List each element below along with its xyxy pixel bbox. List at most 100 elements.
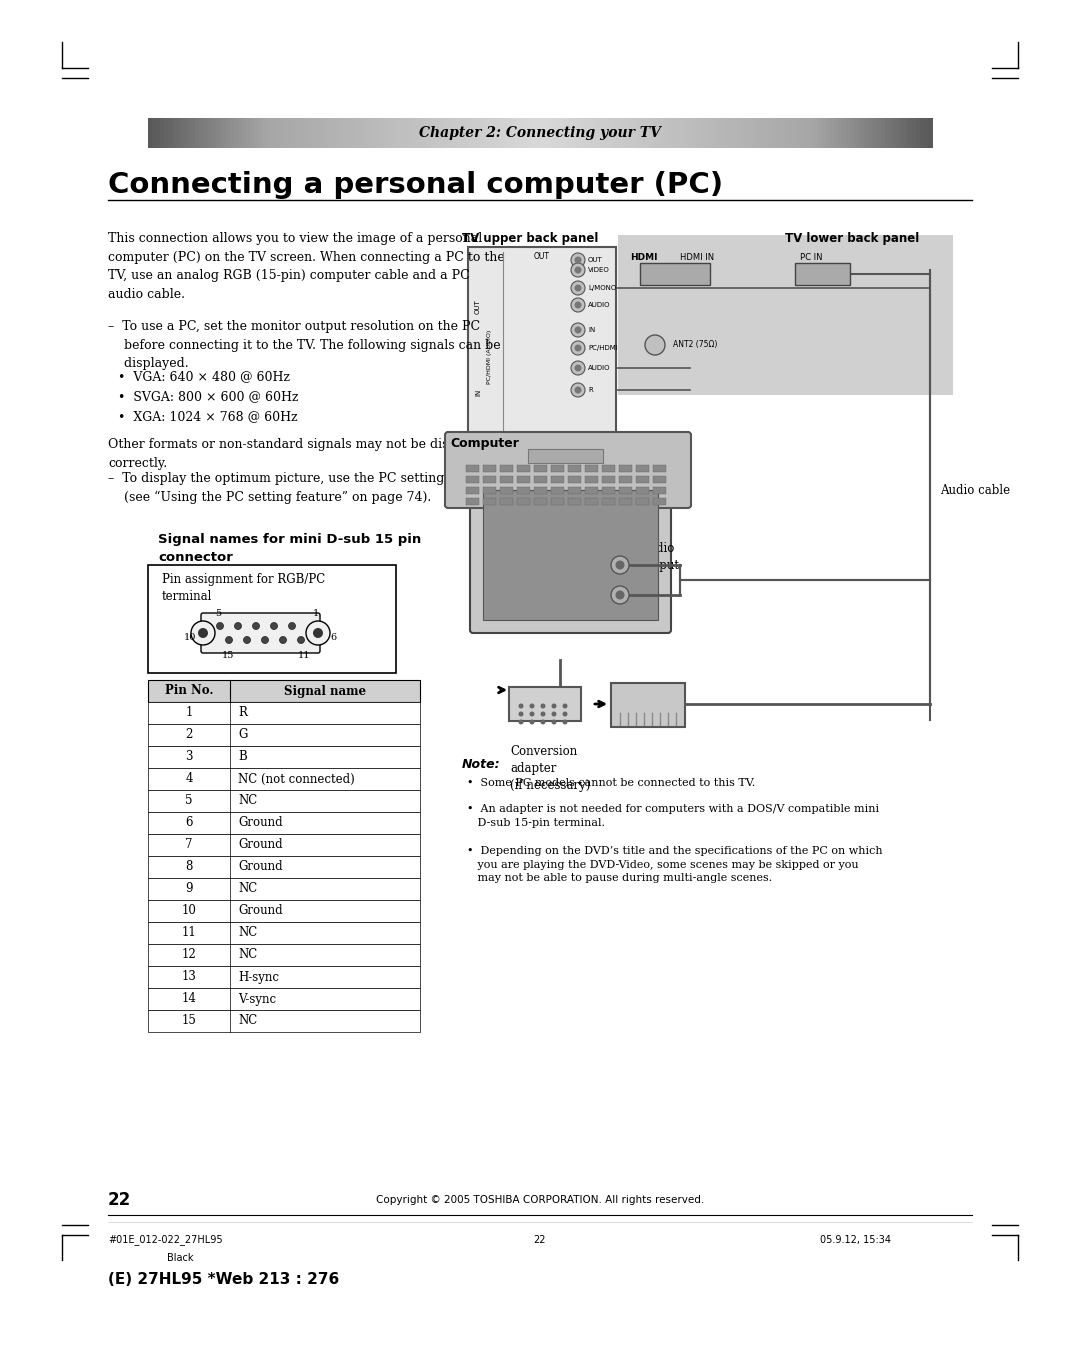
Bar bbox=[301, 117, 306, 148]
Bar bbox=[500, 465, 513, 472]
Bar bbox=[838, 117, 842, 148]
Text: HDMI IN: HDMI IN bbox=[680, 254, 714, 263]
Text: Other formats or non-standard signals may not be displayed
correctly.: Other formats or non-standard signals ma… bbox=[108, 438, 490, 469]
Circle shape bbox=[306, 621, 330, 645]
Bar bbox=[693, 117, 698, 148]
Bar bbox=[215, 117, 219, 148]
Text: 6: 6 bbox=[186, 816, 192, 830]
Bar bbox=[483, 465, 496, 472]
Bar bbox=[387, 117, 392, 148]
Circle shape bbox=[529, 703, 535, 708]
Bar bbox=[602, 498, 615, 505]
Bar bbox=[740, 117, 744, 148]
Bar bbox=[787, 117, 792, 148]
Bar bbox=[735, 117, 741, 148]
Circle shape bbox=[575, 301, 581, 309]
Bar bbox=[148, 746, 420, 768]
Bar bbox=[638, 117, 643, 148]
Text: NC: NC bbox=[238, 927, 257, 939]
Bar bbox=[642, 117, 646, 148]
Bar bbox=[807, 117, 811, 148]
Circle shape bbox=[645, 335, 665, 355]
Text: •  VGA: 640 × 480 @ 60Hz: • VGA: 640 × 480 @ 60Hz bbox=[118, 370, 291, 383]
Bar bbox=[258, 117, 262, 148]
Bar bbox=[249, 117, 255, 148]
Circle shape bbox=[571, 322, 585, 337]
Text: L/MONO: L/MONO bbox=[588, 285, 617, 291]
Circle shape bbox=[297, 637, 305, 643]
Text: VIDEO: VIDEO bbox=[588, 267, 610, 272]
Bar bbox=[896, 117, 901, 148]
Circle shape bbox=[540, 711, 545, 716]
Bar bbox=[289, 117, 294, 148]
Bar bbox=[509, 117, 513, 148]
Bar bbox=[653, 465, 666, 472]
Bar bbox=[465, 476, 480, 483]
Bar bbox=[328, 117, 333, 148]
Bar bbox=[802, 117, 807, 148]
Text: Ground: Ground bbox=[238, 839, 283, 851]
Circle shape bbox=[575, 285, 581, 291]
FancyBboxPatch shape bbox=[445, 432, 691, 509]
Bar bbox=[568, 476, 581, 483]
Bar bbox=[234, 117, 239, 148]
Bar bbox=[175, 117, 180, 148]
Bar bbox=[148, 944, 420, 966]
Text: •  XGA: 1024 × 768 @ 60Hz: • XGA: 1024 × 768 @ 60Hz bbox=[118, 410, 298, 424]
Bar bbox=[152, 117, 157, 148]
Bar bbox=[470, 117, 474, 148]
Text: B: B bbox=[238, 750, 246, 764]
Bar bbox=[881, 117, 886, 148]
Bar bbox=[167, 117, 172, 148]
Bar bbox=[442, 117, 446, 148]
Bar bbox=[752, 117, 756, 148]
Bar bbox=[148, 900, 420, 921]
FancyBboxPatch shape bbox=[470, 478, 671, 633]
Bar bbox=[636, 498, 649, 505]
Text: (E) 27HL95 *Web 213 : 276: (E) 27HL95 *Web 213 : 276 bbox=[108, 1272, 339, 1287]
Text: PC/HDMI (AUDIO): PC/HDMI (AUDIO) bbox=[487, 331, 492, 384]
Bar bbox=[640, 263, 710, 285]
Bar bbox=[728, 117, 732, 148]
Circle shape bbox=[575, 326, 581, 333]
Bar bbox=[810, 117, 815, 148]
Text: Audio
output: Audio output bbox=[640, 542, 679, 572]
Bar bbox=[865, 117, 869, 148]
Bar bbox=[877, 117, 881, 148]
Text: This connection allows you to view the image of a personal
computer (PC) on the : This connection allows you to view the i… bbox=[108, 232, 504, 301]
Text: IN: IN bbox=[475, 389, 481, 395]
Bar bbox=[603, 117, 607, 148]
Circle shape bbox=[571, 263, 585, 277]
Bar bbox=[534, 465, 546, 472]
Text: Ground: Ground bbox=[238, 904, 283, 917]
Bar bbox=[779, 117, 784, 148]
Bar bbox=[759, 117, 764, 148]
Text: Copyright © 2005 TOSHIBA CORPORATION. All rights reserved.: Copyright © 2005 TOSHIBA CORPORATION. Al… bbox=[376, 1195, 704, 1205]
Circle shape bbox=[571, 383, 585, 397]
Text: R: R bbox=[588, 387, 593, 393]
Circle shape bbox=[563, 703, 567, 708]
Bar bbox=[199, 117, 203, 148]
Text: 11: 11 bbox=[298, 650, 310, 660]
Bar bbox=[653, 476, 666, 483]
Bar bbox=[771, 117, 775, 148]
Bar bbox=[516, 117, 521, 148]
Circle shape bbox=[611, 556, 629, 575]
Bar bbox=[309, 117, 313, 148]
Bar bbox=[293, 117, 297, 148]
Text: •  SVGA: 800 × 600 @ 60Hz: • SVGA: 800 × 600 @ 60Hz bbox=[118, 390, 298, 403]
Bar bbox=[619, 465, 632, 472]
Bar bbox=[222, 117, 227, 148]
Bar bbox=[885, 117, 890, 148]
Bar bbox=[858, 117, 862, 148]
Bar bbox=[701, 117, 705, 148]
Bar bbox=[148, 1010, 420, 1032]
Bar bbox=[764, 117, 768, 148]
Circle shape bbox=[261, 637, 269, 643]
Circle shape bbox=[552, 719, 556, 724]
Bar bbox=[345, 117, 349, 148]
Bar bbox=[148, 921, 420, 944]
Bar bbox=[646, 117, 650, 148]
Bar bbox=[634, 117, 638, 148]
Text: –  To display the optimum picture, use the PC setting feature.
    (see “Using t: – To display the optimum picture, use th… bbox=[108, 472, 498, 505]
